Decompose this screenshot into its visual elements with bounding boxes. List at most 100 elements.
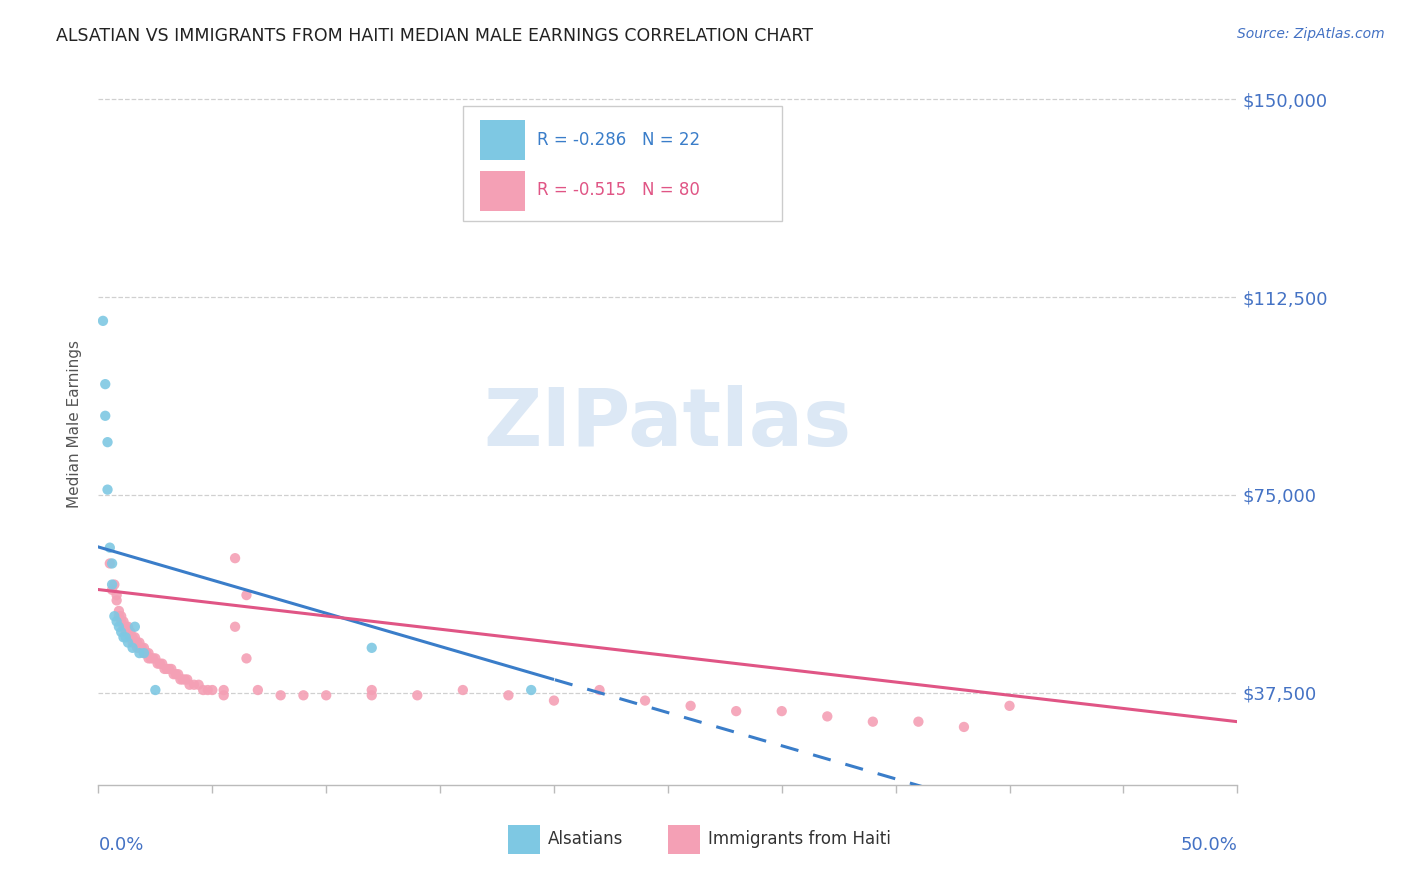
- Text: R = -0.286   N = 22: R = -0.286 N = 22: [537, 131, 700, 149]
- Point: [131, 640, 153, 655]
- Point: [110, 609, 132, 624]
- Point: [110, 625, 132, 640]
- Point: [156, 662, 179, 676]
- Point: [543, 693, 565, 707]
- Point: [315, 688, 337, 702]
- Point: [120, 630, 142, 644]
- Point: [142, 651, 165, 665]
- Point: [108, 609, 131, 624]
- Bar: [479, 120, 526, 160]
- Point: [174, 673, 197, 687]
- Point: [224, 620, 246, 634]
- Point: [145, 651, 167, 665]
- Text: 50.0%: 50.0%: [1181, 836, 1237, 854]
- Point: [128, 646, 150, 660]
- Point: [124, 635, 146, 649]
- Point: [138, 646, 160, 660]
- Point: [124, 630, 146, 644]
- Point: [94, 377, 117, 392]
- Point: [108, 604, 131, 618]
- Point: [360, 640, 382, 655]
- Point: [114, 620, 136, 634]
- Point: [117, 620, 139, 634]
- Point: [183, 678, 205, 692]
- Point: [862, 714, 884, 729]
- Point: [153, 662, 176, 676]
- Point: [167, 667, 190, 681]
- Point: [96, 435, 118, 450]
- Point: [101, 582, 124, 597]
- Point: [360, 688, 382, 702]
- Point: [112, 630, 135, 644]
- Point: [953, 720, 976, 734]
- Point: [103, 577, 125, 591]
- Point: [235, 588, 257, 602]
- Point: [121, 640, 143, 655]
- Point: [270, 688, 292, 702]
- Y-axis label: Median Male Earnings: Median Male Earnings: [67, 340, 83, 508]
- Point: [292, 688, 315, 702]
- Bar: [668, 825, 700, 854]
- Point: [157, 662, 180, 676]
- Point: [139, 651, 162, 665]
- Point: [105, 588, 128, 602]
- Point: [112, 620, 135, 634]
- Point: [212, 683, 235, 698]
- Point: [725, 704, 748, 718]
- Point: [224, 551, 246, 566]
- Point: [132, 640, 155, 655]
- Point: [176, 673, 198, 687]
- Point: [193, 683, 215, 698]
- Bar: [509, 825, 540, 854]
- Text: ZIPatlas: ZIPatlas: [484, 384, 852, 463]
- Point: [212, 688, 235, 702]
- Point: [160, 662, 183, 676]
- Point: [121, 630, 143, 644]
- Point: [197, 683, 219, 698]
- Point: [117, 625, 139, 640]
- Point: [108, 620, 131, 634]
- Point: [114, 630, 136, 644]
- Point: [117, 635, 139, 649]
- Point: [770, 704, 793, 718]
- Point: [132, 646, 155, 660]
- Point: [146, 657, 169, 671]
- Point: [103, 609, 125, 624]
- Text: ALSATIAN VS IMMIGRANTS FROM HAITI MEDIAN MALE EARNINGS CORRELATION CHART: ALSATIAN VS IMMIGRANTS FROM HAITI MEDIAN…: [56, 27, 813, 45]
- Point: [588, 683, 610, 698]
- Point: [498, 688, 520, 702]
- Point: [998, 698, 1021, 713]
- Point: [128, 635, 150, 649]
- Text: Immigrants from Haiti: Immigrants from Haiti: [707, 830, 890, 848]
- Point: [138, 651, 160, 665]
- Point: [150, 657, 173, 671]
- Point: [679, 698, 702, 713]
- Point: [127, 635, 149, 649]
- Point: [187, 678, 209, 692]
- Point: [169, 673, 191, 687]
- Point: [145, 683, 167, 698]
- Point: [634, 693, 657, 707]
- Point: [101, 577, 124, 591]
- Point: [98, 541, 121, 555]
- Point: [201, 683, 224, 698]
- Point: [121, 635, 143, 649]
- Point: [120, 625, 142, 640]
- Point: [135, 646, 157, 660]
- Point: [128, 640, 150, 655]
- Point: [94, 409, 117, 423]
- Point: [149, 657, 172, 671]
- Point: [179, 678, 201, 692]
- Point: [112, 615, 135, 629]
- Point: [815, 709, 838, 723]
- Point: [127, 640, 149, 655]
- Point: [105, 593, 128, 607]
- Point: [124, 620, 146, 634]
- Point: [110, 615, 132, 629]
- Text: 0.0%: 0.0%: [98, 836, 143, 854]
- Point: [246, 683, 269, 698]
- Point: [98, 557, 121, 571]
- Point: [96, 483, 118, 497]
- Point: [132, 646, 155, 660]
- Bar: [463, 106, 782, 221]
